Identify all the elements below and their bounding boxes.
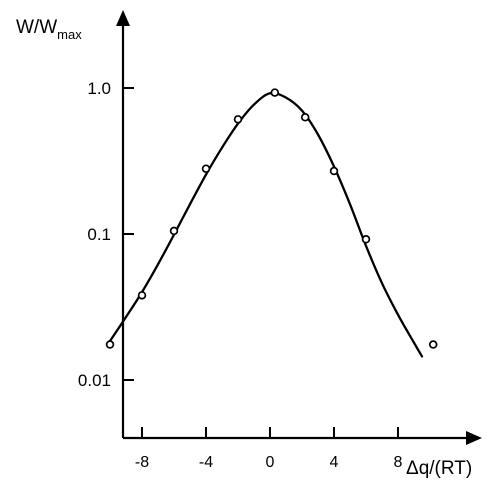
y-tick-label: 0.01 xyxy=(78,371,111,390)
x-ticks: -8 -4 0 4 8 xyxy=(135,427,403,471)
x-tick-label: -8 xyxy=(135,454,149,471)
data-point xyxy=(361,235,371,244)
x-tick-label: 4 xyxy=(330,454,339,471)
y-tick-label: 0.1 xyxy=(87,225,111,244)
data-points xyxy=(105,88,438,349)
x-axis xyxy=(123,431,482,445)
y-ticks: 1.0 0.1 0.01 xyxy=(78,79,134,390)
data-point xyxy=(233,115,243,124)
data-point xyxy=(329,166,339,176)
x-tick-label: -4 xyxy=(199,454,213,471)
x-axis-title: Δq/(RT) xyxy=(406,458,472,479)
y-axis-title: W/Wmax xyxy=(16,17,82,42)
y-tick-label: 1.0 xyxy=(87,79,111,98)
data-point xyxy=(300,113,310,122)
y-axis xyxy=(116,10,130,438)
x-axis-arrowhead xyxy=(466,431,482,445)
data-point xyxy=(270,88,280,97)
data-point xyxy=(137,291,147,300)
fitted-curve xyxy=(108,91,424,358)
data-point xyxy=(105,340,115,349)
data-point xyxy=(201,164,211,173)
x-tick-label: 0 xyxy=(266,454,275,471)
data-point xyxy=(428,340,438,349)
data-point xyxy=(169,226,179,236)
x-tick-label: 8 xyxy=(394,454,403,471)
y-axis-arrowhead xyxy=(116,10,130,26)
